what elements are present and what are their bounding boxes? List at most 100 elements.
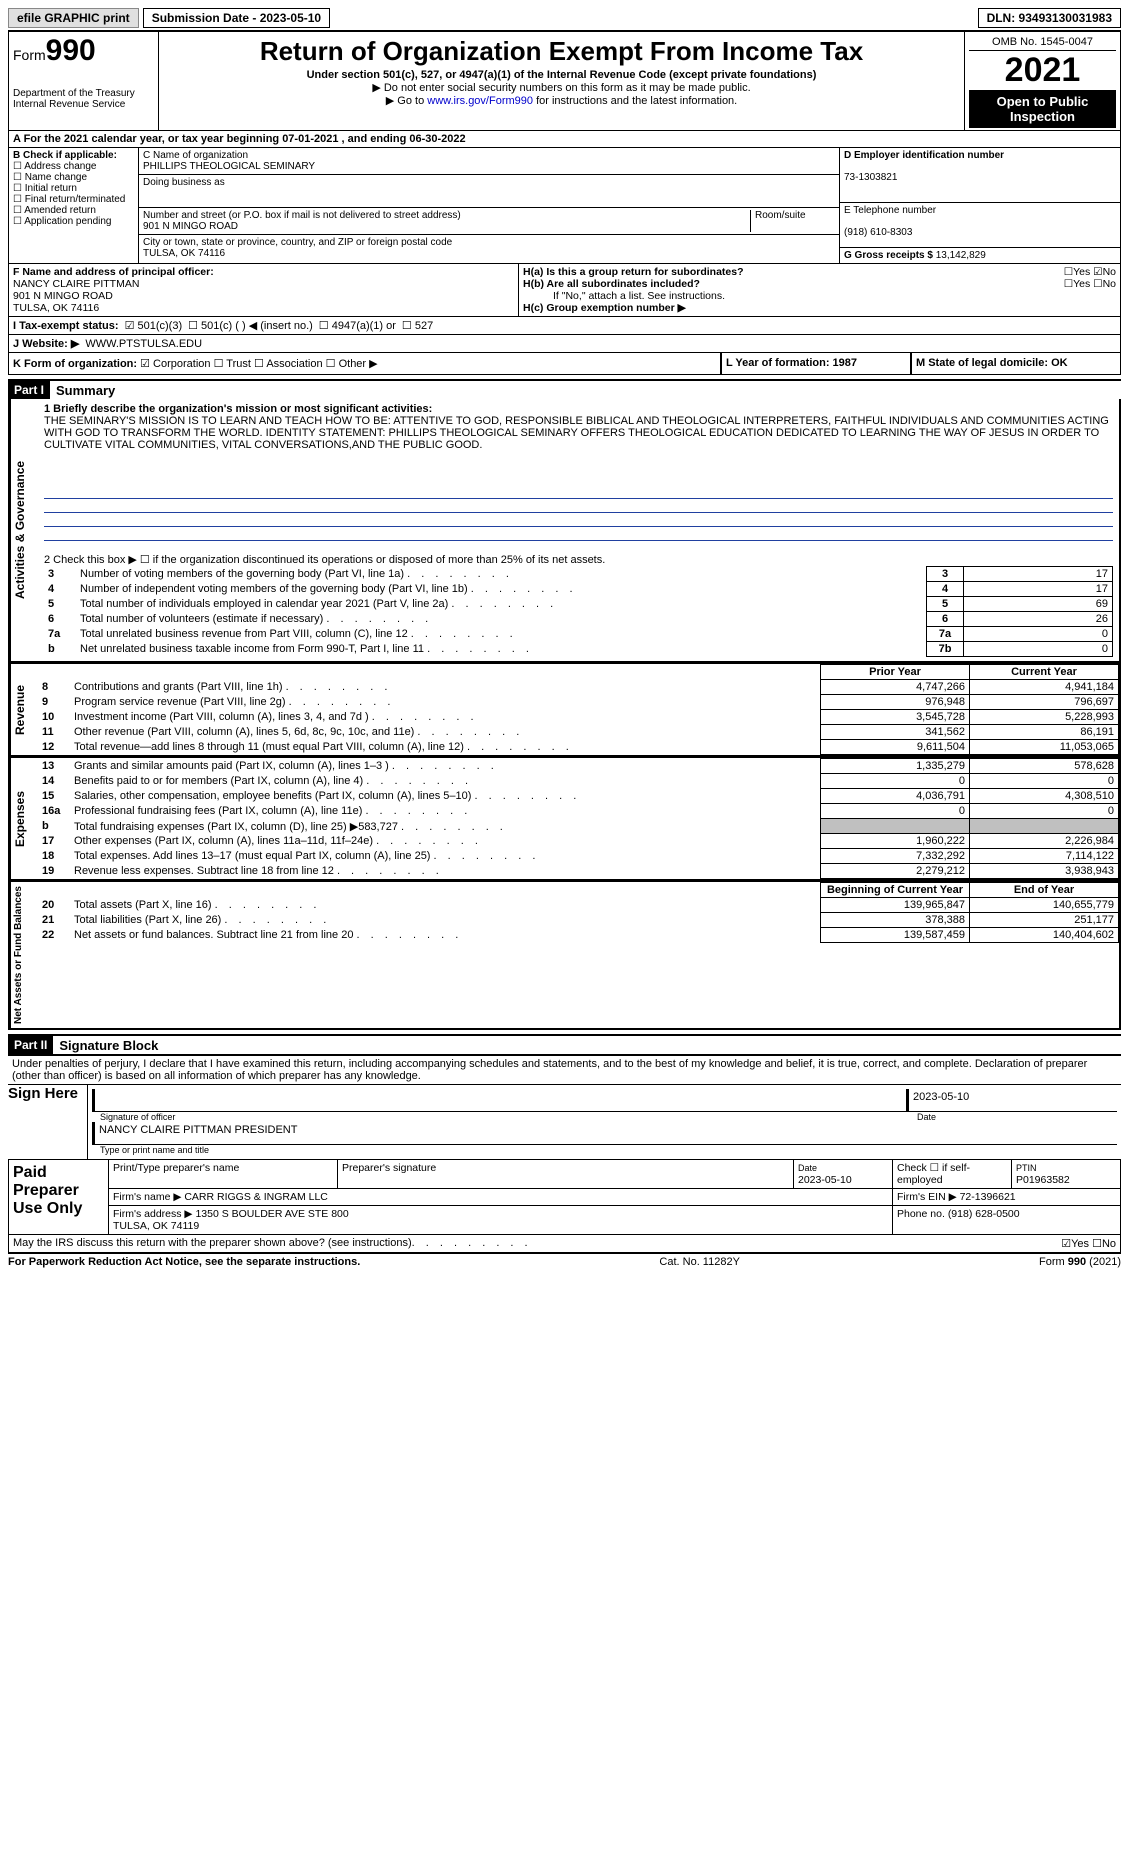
chk-other[interactable]: Other ▶	[326, 358, 378, 370]
hb-label: H(b) Are all subordinates included?	[523, 278, 700, 290]
table-row: 11Other revenue (Part VIII, column (A), …	[38, 725, 1119, 740]
may-irs-text: May the IRS discuss this return with the…	[13, 1237, 412, 1250]
table-row: 17Other expenses (Part IX, column (A), l…	[38, 834, 1119, 849]
sign-here: Sign Here	[8, 1085, 88, 1159]
box-d: D Employer identification number 73-1303…	[840, 148, 1120, 263]
website-label: J Website: ▶	[13, 337, 79, 350]
table-row: 16aProfessional fundraising fees (Part I…	[38, 804, 1119, 819]
note-ssn: ▶ Do not enter social security numbers o…	[163, 81, 960, 94]
vert-revenue: Revenue	[10, 664, 38, 755]
table-row: 9Program service revenue (Part VIII, lin…	[38, 695, 1119, 710]
no: No	[1102, 1238, 1116, 1250]
firm-ein-lbl: Firm's EIN ▶	[897, 1191, 957, 1203]
table-row: 13Grants and similar amounts paid (Part …	[38, 759, 1119, 774]
department: Department of the Treasury Internal Reve…	[13, 88, 154, 110]
table-row: 18Total expenses. Add lines 13–17 (must …	[38, 849, 1119, 864]
chk-pending[interactable]: Application pending	[13, 216, 112, 227]
year-formation: L Year of formation: 1987	[726, 357, 857, 369]
firm-ein: 72-1396621	[960, 1191, 1016, 1203]
table-row: bTotal fundraising expenses (Part IX, co…	[38, 819, 1119, 834]
part1-revenue: Revenue Prior Year Current Year 8Contrib…	[8, 663, 1121, 757]
table-row: 19Revenue less expenses. Subtract line 1…	[38, 864, 1119, 879]
officer-addr2: TULSA, OK 74116	[13, 302, 99, 314]
box-c: C Name of organization PHILLIPS THEOLOGI…	[139, 148, 840, 263]
chk-trust[interactable]: Trust	[214, 358, 251, 370]
form-990: 990	[46, 34, 96, 67]
chk-4947[interactable]: 4947(a)(1) or	[319, 319, 396, 332]
org-name-label: C Name of organization	[143, 150, 248, 161]
footer-mid: Cat. No. 11282Y	[659, 1256, 740, 1268]
chk-initial[interactable]: Initial return	[13, 183, 77, 194]
ein-label: D Employer identification number	[844, 150, 1004, 161]
officer-label: F Name and address of principal officer:	[13, 266, 214, 278]
sig-date-val: 2023-05-10	[906, 1089, 1117, 1112]
col-current: Current Year	[970, 665, 1119, 680]
street: 901 N MINGO ROAD	[143, 221, 238, 232]
note-url: ▶ Go to www.irs.gov/Form990 for instruct…	[163, 94, 960, 107]
col-prior: Prior Year	[821, 665, 970, 680]
ptin-val: P01963582	[1016, 1174, 1070, 1186]
table-row: 15Salaries, other compensation, employee…	[38, 789, 1119, 804]
chk-address[interactable]: Address change	[13, 161, 96, 172]
signature-block: Under penalties of perjury, I declare th…	[8, 1054, 1121, 1253]
table-row: 6Total number of volunteers (estimate if…	[44, 612, 1113, 627]
mission-text: THE SEMINARY'S MISSION IS TO LEARN AND T…	[44, 415, 1113, 485]
paid-preparer: Paid Preparer Use Only Print/Type prepar…	[8, 1159, 1121, 1235]
row-a-tax-year: A For the 2021 calendar year, or tax yea…	[8, 131, 1121, 148]
officer-name-val: NANCY CLAIRE PITTMAN PRESIDENT	[92, 1122, 1117, 1145]
state-domicile: M State of legal domicile: OK	[916, 357, 1068, 369]
gross-value: 13,142,829	[936, 250, 986, 261]
firm-name: CARR RIGGS & INGRAM LLC	[184, 1191, 328, 1203]
part2-title: Signature Block	[59, 1038, 158, 1053]
q1-label: 1 Briefly describe the organization's mi…	[44, 403, 432, 415]
vert-expenses: Expenses	[10, 758, 38, 879]
table-row: 22Net assets or fund balances. Subtract …	[38, 928, 1119, 943]
open-inspection: Open to Public Inspection	[969, 90, 1116, 128]
yes: Yes	[1071, 1238, 1089, 1250]
vert-netassets: Net Assets or Fund Balances	[10, 882, 38, 1028]
table-row: 10Investment income (Part VIII, column (…	[38, 710, 1119, 725]
col-begin: Beginning of Current Year	[821, 883, 970, 898]
prep-sig-lbl: Preparer's signature	[338, 1160, 794, 1189]
hb-note: If "No," attach a list. See instructions…	[523, 290, 1116, 302]
irs-link[interactable]: www.irs.gov/Form990	[427, 95, 533, 107]
table-row: 8Contributions and grants (Part VIII, li…	[38, 680, 1119, 695]
box-b: B Check if applicable: Address change Na…	[9, 148, 139, 263]
table-row: 5Total number of individuals employed in…	[44, 597, 1113, 612]
part1-header: Part I Summary	[8, 379, 1121, 399]
section-f-h: F Name and address of principal officer:…	[8, 264, 1121, 317]
expenses-table: 13Grants and similar amounts paid (Part …	[38, 758, 1119, 879]
table-row: 3Number of voting members of the governi…	[44, 567, 1113, 582]
city-label: City or town, state or province, country…	[143, 237, 452, 248]
room-label: Room/suite	[755, 210, 806, 221]
org-name: PHILLIPS THEOLOGICAL SEMINARY	[143, 161, 315, 172]
efile-print-btn[interactable]: efile GRAPHIC print	[8, 8, 139, 28]
note2-pre: ▶ Go to	[386, 95, 427, 107]
officer-name: NANCY CLAIRE PITTMAN	[13, 278, 139, 290]
chk-501c[interactable]: 501(c) ( ) ◀ (insert no.)	[188, 319, 313, 332]
chk-527[interactable]: 527	[402, 319, 433, 332]
chk-final[interactable]: Final return/terminated	[13, 194, 125, 205]
chk-assoc[interactable]: Association	[254, 358, 323, 370]
section-b-c-d: B Check if applicable: Address change Na…	[8, 148, 1121, 264]
topbar: efile GRAPHIC print Submission Date - 20…	[8, 8, 1121, 28]
chk-501c3[interactable]: 501(c)(3)	[125, 319, 183, 332]
part2-header: Part II Signature Block	[8, 1034, 1121, 1054]
table-row: 7aTotal unrelated business revenue from …	[44, 627, 1113, 642]
footer-left: For Paperwork Reduction Act Notice, see …	[8, 1256, 360, 1268]
ptin-lbl: PTIN	[1016, 1163, 1037, 1173]
chk-corp[interactable]: Corporation	[140, 358, 210, 370]
tel-value: (918) 610-8303	[844, 227, 912, 238]
chk-amended[interactable]: Amended return	[13, 205, 96, 216]
dba-label: Doing business as	[143, 177, 225, 188]
revenue-table: Prior Year Current Year 8Contributions a…	[38, 664, 1119, 755]
col-end: End of Year	[970, 883, 1119, 898]
chk-name[interactable]: Name change	[13, 172, 87, 183]
footer-right: Form 990 (2021)	[1039, 1256, 1121, 1268]
box-h: H(a) Is this a group return for subordin…	[519, 264, 1120, 316]
box-f: F Name and address of principal officer:…	[9, 264, 519, 316]
declaration: Under penalties of perjury, I declare th…	[8, 1056, 1121, 1084]
street-label: Number and street (or P.O. box if mail i…	[143, 210, 461, 221]
dln: DLN: 93493130031983	[978, 8, 1121, 28]
ein-value: 73-1303821	[844, 172, 897, 183]
